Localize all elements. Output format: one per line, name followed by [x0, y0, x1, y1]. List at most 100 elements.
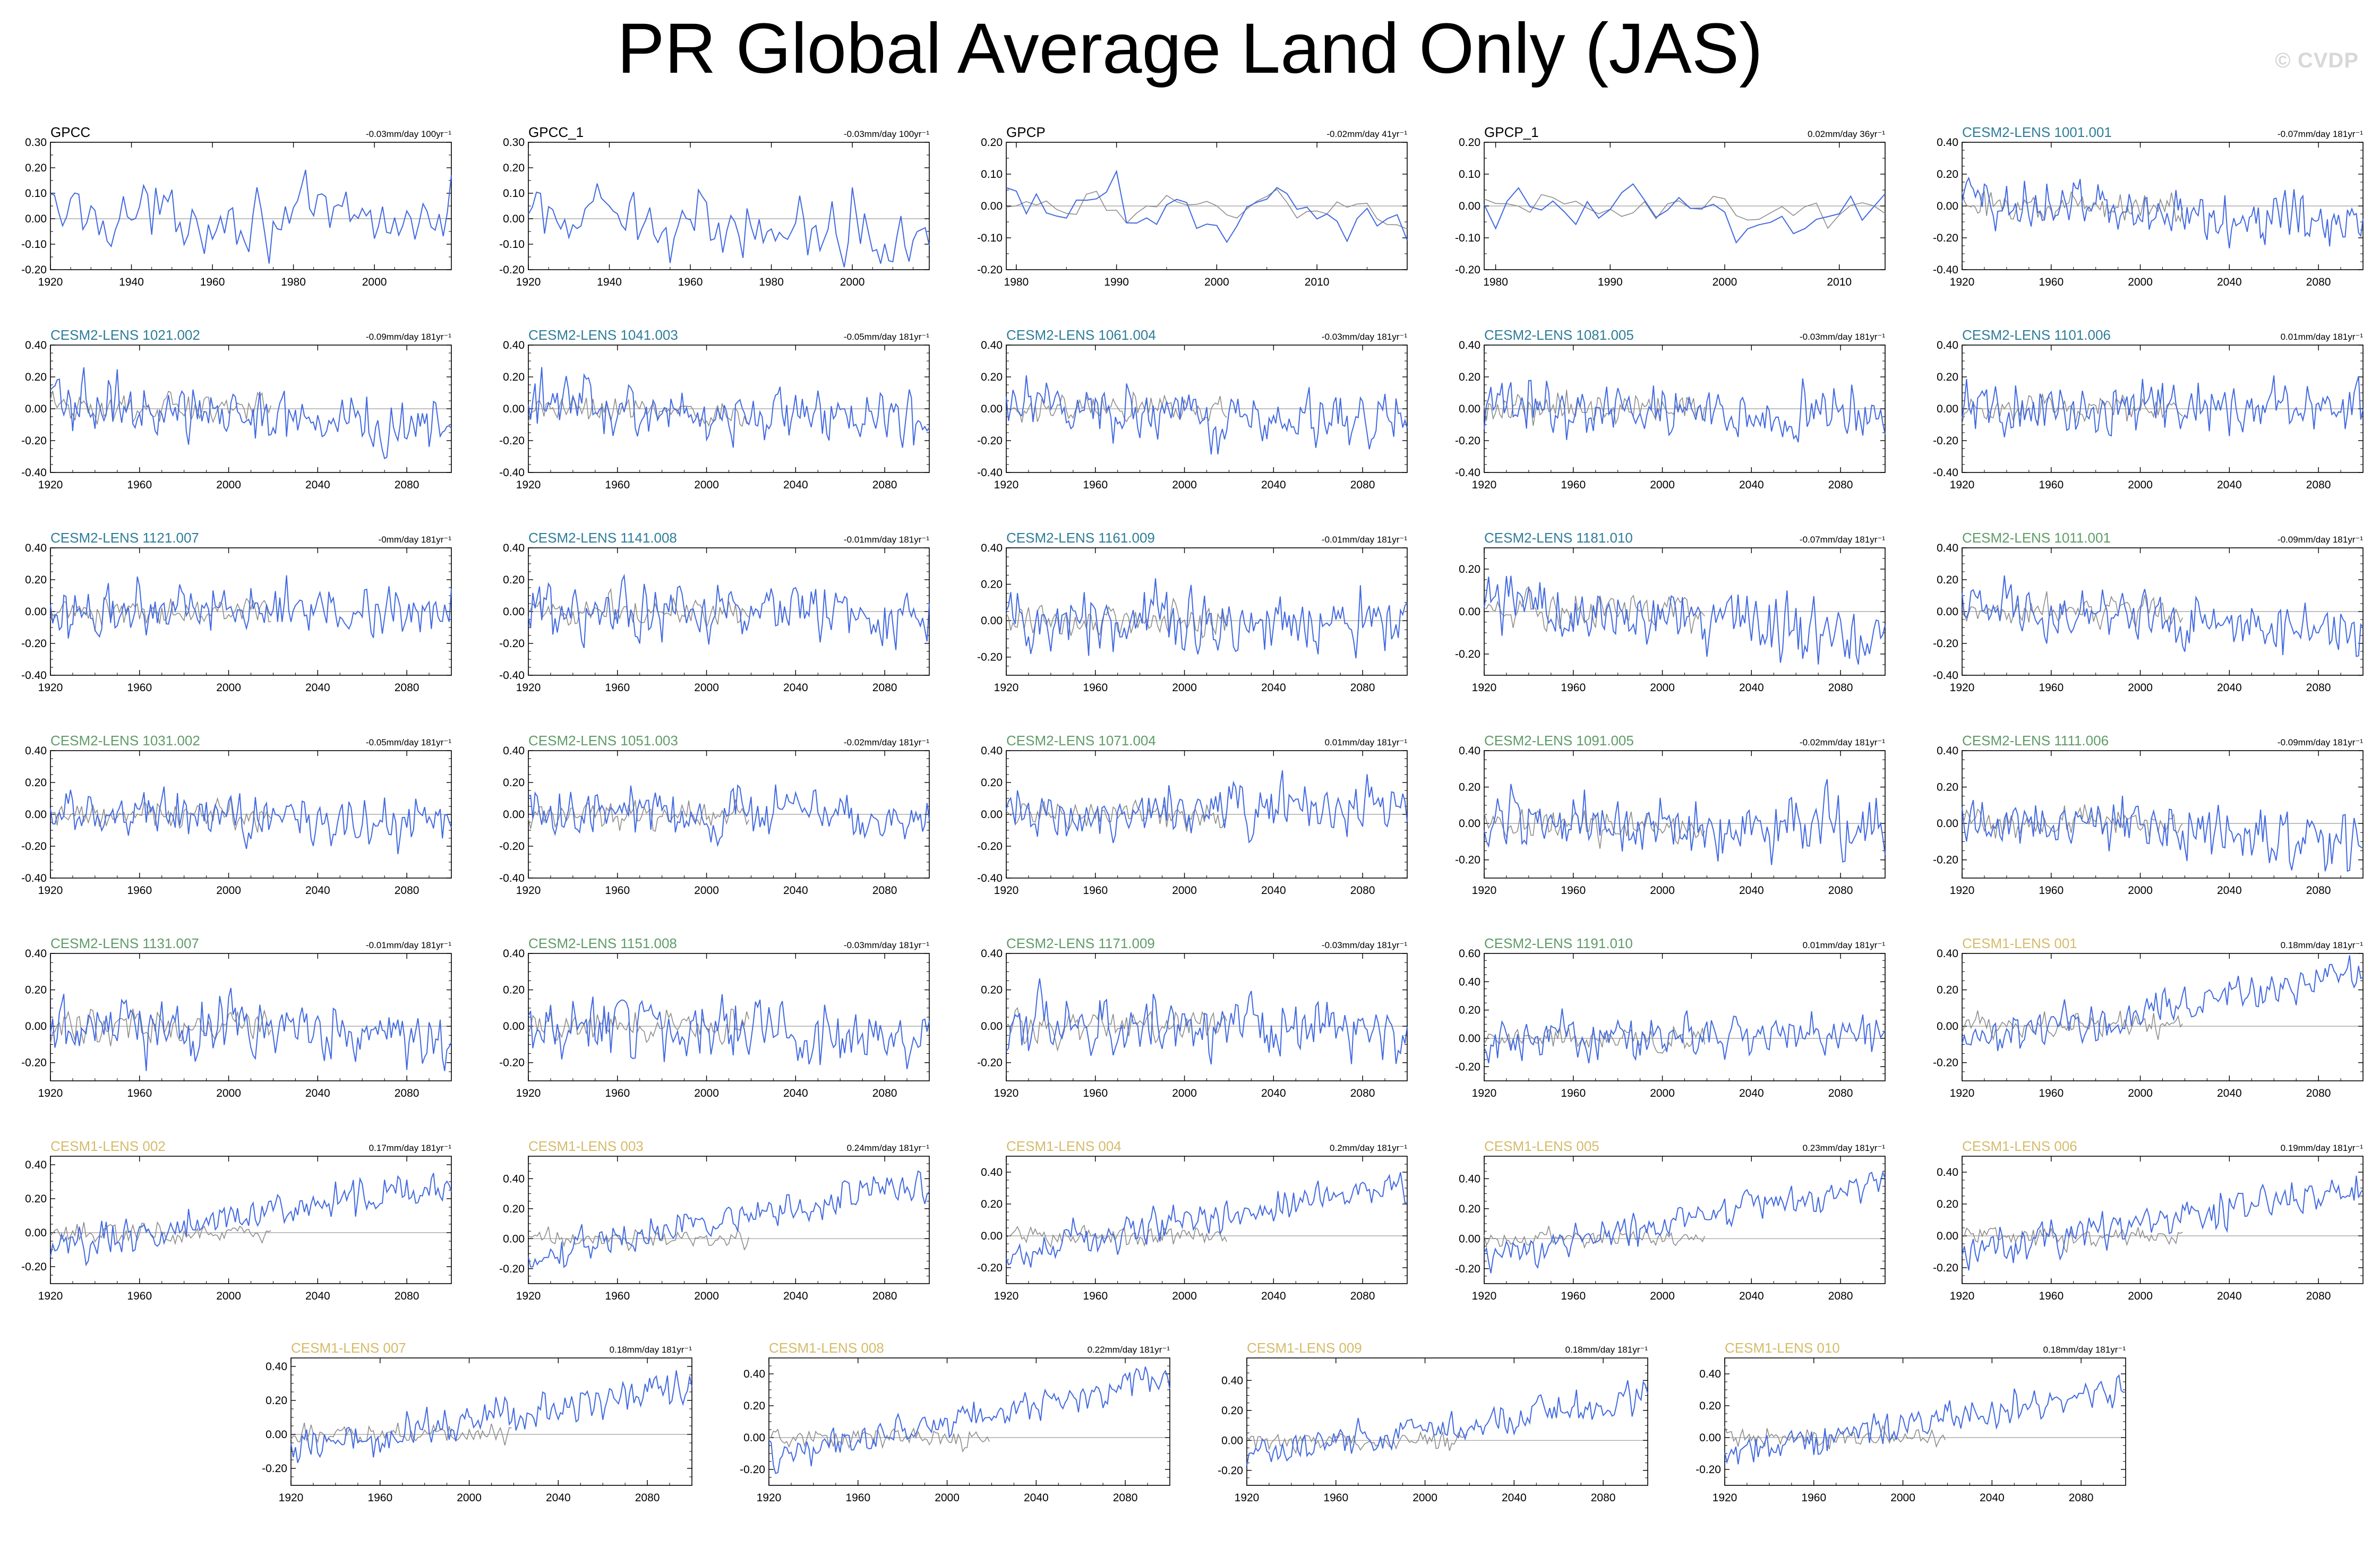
- plot-frame: [50, 1156, 452, 1284]
- ensemble-series-line: [1006, 169, 1408, 244]
- x-tick-label: 2080: [1350, 682, 1375, 694]
- y-tick-label: 0.20: [1459, 371, 1480, 383]
- plot-frame: [50, 142, 452, 270]
- panel-title: CESM2-LENS 1111.006: [1962, 733, 2109, 749]
- x-tick-label: 2080: [1113, 1492, 1138, 1504]
- ensemble-series-line: [1962, 375, 2364, 437]
- y-tick-label: 0.20: [1459, 563, 1480, 575]
- x-tick-label: 2080: [1350, 884, 1375, 897]
- ensemble-series-line: [50, 786, 452, 855]
- panel-title: CESM1-LENS 007: [291, 1340, 406, 1356]
- y-tick-label: 0.20: [266, 1395, 287, 1407]
- ensemble-series-line: [1484, 183, 1886, 244]
- y-tick-label: 0.60: [1459, 948, 1480, 960]
- x-tick-label: 2040: [783, 479, 808, 491]
- chart-panel: CESM1-LENS 005 0.23mm/day 181yr⁻¹ 0.40 0.20…: [1455, 1138, 1886, 1302]
- x-tick-label: 1960: [127, 1290, 152, 1302]
- ensemble-series-line: [1006, 978, 1408, 1065]
- x-tick-label: 1960: [1561, 884, 1586, 897]
- chart-panel: CESM2-LENS 1151.008 -0.03mm/day 181yr⁻¹ 0.…: [499, 935, 930, 1099]
- x-tick-label: 1920: [516, 276, 541, 288]
- chart-panel: CESM2-LENS 1051.003 -0.02mm/day 181yr⁻¹ 0.…: [499, 733, 930, 897]
- x-tick-label: 1960: [1561, 682, 1586, 694]
- panel-trend-label: -0.09mm/day 181yr⁻¹: [2278, 737, 2363, 747]
- y-tick-label: 0.00: [981, 403, 1003, 415]
- panel-trend-label: -0.01mm/day 181yr⁻¹: [844, 535, 929, 545]
- x-tick-label: 2040: [783, 1290, 808, 1302]
- panel-title: CESM1-LENS 009: [1247, 1340, 1362, 1356]
- reference-series-line: [1484, 809, 1706, 849]
- x-tick-label: 2000: [1650, 682, 1675, 694]
- chart-panel: CESM2-LENS 1021.002 -0.09mm/day 181yr⁻¹ 0.…: [21, 327, 452, 491]
- y-tick-label: -0.40: [977, 467, 1003, 479]
- y-tick-label: 0.20: [25, 984, 47, 996]
- y-tick-label: -0.20: [1933, 435, 1958, 447]
- y-tick-label: 0.20: [981, 136, 1003, 149]
- y-tick-label: 0.20: [981, 371, 1003, 383]
- x-tick-label: 1960: [1083, 479, 1108, 491]
- y-tick-label: -0.20: [1455, 648, 1480, 660]
- x-tick-label: 2080: [1828, 1290, 1853, 1302]
- y-tick-label: -0.10: [21, 238, 47, 251]
- x-tick-label: 2080: [872, 884, 897, 897]
- chart-panel: CESM2-LENS 1041.003 -0.05mm/day 181yr⁻¹ 0.…: [499, 327, 930, 491]
- y-tick-label: -0.20: [21, 638, 47, 650]
- x-tick-label: 2080: [395, 479, 420, 491]
- x-tick-label: 2040: [1739, 682, 1764, 694]
- panel-title: CESM1-LENS 008: [769, 1340, 884, 1356]
- ensemble-series-line: [1962, 575, 2364, 657]
- panel-trend-label: -0.03mm/day 181yr⁻¹: [1322, 940, 1407, 950]
- x-tick-label: 2080: [2306, 276, 2331, 288]
- x-tick-label: 2040: [1739, 884, 1764, 897]
- y-tick-label: 0.40: [25, 948, 47, 960]
- y-tick-label: 0.40: [1937, 948, 1958, 960]
- x-tick-label: 2000: [2128, 276, 2153, 288]
- x-tick-label: 2000: [1650, 884, 1675, 897]
- y-tick-label: 0.00: [25, 403, 47, 415]
- chart-panel: GPCP_1 0.02mm/day 36yr⁻¹ 0.20 0.10 0.00 -0.10…: [1455, 124, 1886, 288]
- y-tick-label: 0.40: [25, 1159, 47, 1171]
- y-tick-label: -0.40: [499, 872, 525, 884]
- x-tick-label: 2080: [872, 682, 897, 694]
- x-tick-label: 2040: [1261, 682, 1286, 694]
- chart-panel: CESM1-LENS 003 0.24mm/day 181yr⁻¹ 0.40 0.20…: [499, 1138, 930, 1302]
- chart-panel: CESM1-LENS 008 0.22mm/day 181yr⁻¹ 0.40 0.20…: [740, 1340, 1170, 1504]
- panel-title: CESM2-LENS 1001.001: [1962, 124, 2112, 140]
- x-tick-label: 1960: [605, 682, 630, 694]
- x-tick-label: 2040: [783, 884, 808, 897]
- x-tick-label: 2040: [1502, 1492, 1527, 1504]
- x-tick-label: 1920: [994, 884, 1019, 897]
- panel-title: CESM2-LENS 1141.008: [528, 530, 677, 546]
- ensemble-series-line: [1484, 779, 1886, 865]
- panel-title: GPCP_1: [1484, 124, 1539, 140]
- x-tick-label: 1920: [1950, 1290, 1975, 1302]
- y-tick-label: -0.20: [1455, 1061, 1480, 1073]
- x-tick-label: 1920: [1472, 1290, 1497, 1302]
- panel-title: CESM2-LENS 1091.005: [1484, 733, 1634, 749]
- x-tick-label: 2040: [2217, 479, 2242, 491]
- plot-frame: [1006, 1156, 1408, 1284]
- y-tick-label: -0.20: [1455, 264, 1480, 276]
- panel-trend-label: -0.03mm/day 100yr⁻¹: [366, 129, 451, 139]
- ensemble-series-line: [290, 1370, 692, 1463]
- chart-panel: CESM2-LENS 1181.010 -0.07mm/day 181yr⁻¹ 0.…: [1455, 530, 1886, 694]
- x-tick-label: 1920: [38, 479, 63, 491]
- x-tick-label: 2080: [2306, 1087, 2331, 1099]
- plot-frame: [528, 142, 930, 270]
- x-tick-label: 2000: [694, 479, 719, 491]
- x-tick-label: 1920: [38, 682, 63, 694]
- panel-trend-label: -0.01mm/day 181yr⁻¹: [366, 940, 451, 950]
- x-tick-label: 2080: [2069, 1492, 2094, 1504]
- y-tick-label: 0.40: [25, 745, 47, 757]
- panel-title: CESM2-LENS 1161.009: [1006, 530, 1155, 546]
- x-tick-label: 1920: [1713, 1492, 1737, 1504]
- y-tick-label: 0.00: [503, 213, 525, 225]
- x-tick-label: 2000: [1650, 479, 1675, 491]
- y-tick-label: -0.20: [21, 1261, 47, 1273]
- y-tick-label: 0.00: [1459, 200, 1480, 212]
- x-tick-label: 2080: [2306, 682, 2331, 694]
- y-tick-label: 0.20: [25, 1193, 47, 1205]
- y-tick-label: 0.40: [981, 1166, 1003, 1179]
- y-tick-label: 0.30: [503, 136, 525, 149]
- x-tick-label: 2000: [1412, 1492, 1437, 1504]
